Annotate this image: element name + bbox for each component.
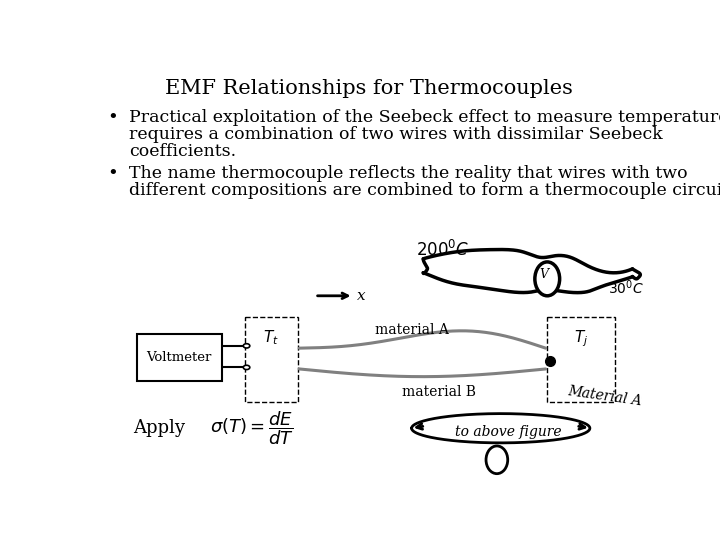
FancyBboxPatch shape <box>547 318 616 402</box>
FancyBboxPatch shape <box>245 318 297 402</box>
Text: material B: material B <box>402 385 476 399</box>
Text: •: • <box>107 110 118 127</box>
Text: $30^0C$: $30^0C$ <box>608 279 644 298</box>
Text: different compositions are combined to form a thermocouple circuit.: different compositions are combined to f… <box>129 182 720 199</box>
Text: $T_t$: $T_t$ <box>264 328 279 347</box>
FancyBboxPatch shape <box>137 334 222 381</box>
Text: V: V <box>540 268 549 281</box>
Text: coefficients.: coefficients. <box>129 143 236 160</box>
Text: $\sigma(T)=\dfrac{dE}{dT}$: $\sigma(T)=\dfrac{dE}{dT}$ <box>210 409 294 447</box>
Ellipse shape <box>535 262 559 296</box>
Text: $200^0C$: $200^0C$ <box>415 240 469 260</box>
Text: •: • <box>107 165 118 183</box>
Text: x: x <box>357 289 366 303</box>
Text: material A: material A <box>374 323 449 338</box>
Text: Voltmeter: Voltmeter <box>146 351 212 364</box>
Text: EMF Relationships for Thermocouples: EMF Relationships for Thermocouples <box>165 79 573 98</box>
Text: Apply: Apply <box>132 419 184 437</box>
Text: $T_j$: $T_j$ <box>575 328 588 349</box>
Text: to above figure: to above figure <box>455 425 562 439</box>
Ellipse shape <box>486 446 508 474</box>
Text: requires a combination of two wires with dissimilar Seebeck: requires a combination of two wires with… <box>129 126 662 144</box>
Ellipse shape <box>243 343 250 348</box>
Text: Material A: Material A <box>567 384 642 408</box>
Text: The name thermocouple reflects the reality that wires with two: The name thermocouple reflects the reali… <box>129 165 688 182</box>
Text: Practical exploitation of the Seebeck effect to measure temperature: Practical exploitation of the Seebeck ef… <box>129 110 720 126</box>
Ellipse shape <box>243 365 250 369</box>
